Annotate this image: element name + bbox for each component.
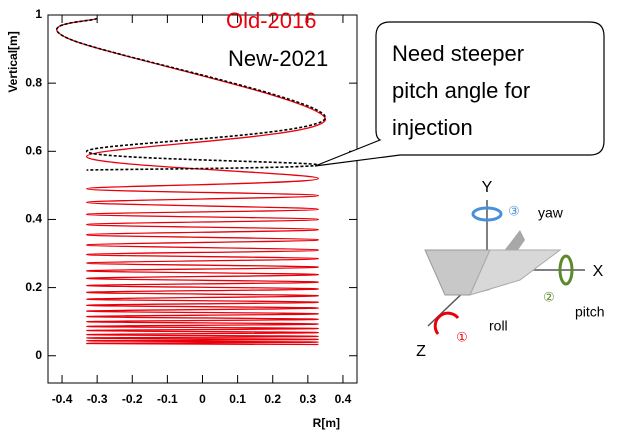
x-tick-label: -0.2 xyxy=(122,392,143,406)
x-tick-label: 0.2 xyxy=(264,392,281,406)
y-tick-label: 1 xyxy=(35,7,42,21)
x-tick-label: -0.3 xyxy=(87,392,108,406)
figure: -0.4 -0.3 -0.2 -0.1 0 0.1 0.2 0.3 0.4 0 0.2 0.4 0.6 0… xyxy=(0,0,618,435)
pitch-number: ② xyxy=(543,289,555,304)
x-axis-label: R[m] xyxy=(313,416,340,430)
callout-text: pitch angle for xyxy=(392,78,530,103)
roll-number: ① xyxy=(456,329,468,344)
yaw-number: ③ xyxy=(508,203,520,218)
y-tick-label: 0.8 xyxy=(25,75,42,89)
axis-label: X xyxy=(593,263,604,280)
x-tick-label: 0.3 xyxy=(299,392,316,406)
roll-label: roll xyxy=(489,318,508,334)
legend-entry: New-2021 xyxy=(228,46,328,71)
legend-entry: Old-2016 xyxy=(226,8,317,33)
pitch-label: pitch xyxy=(575,304,605,320)
y-tick-label: 0.6 xyxy=(25,143,42,157)
y-axis-label: Vertical[m] xyxy=(6,31,20,92)
axis-label: Z xyxy=(416,343,426,360)
x-tick-label: 0 xyxy=(199,392,206,406)
callout-text: injection xyxy=(392,115,473,140)
y-tick-label: 0.2 xyxy=(25,280,42,294)
callout-text: Need steeper xyxy=(392,41,524,66)
x-tick-label: -0.4 xyxy=(52,392,73,406)
axis-label: Y xyxy=(482,179,493,196)
x-tick-label: -0.1 xyxy=(157,392,178,406)
x-tick-label: 0.1 xyxy=(229,392,246,406)
y-tick-label: 0.4 xyxy=(25,212,42,226)
x-tick-label: 0.4 xyxy=(335,392,352,406)
yaw-label: yaw xyxy=(538,205,564,221)
y-tick-label: 0 xyxy=(35,348,42,362)
